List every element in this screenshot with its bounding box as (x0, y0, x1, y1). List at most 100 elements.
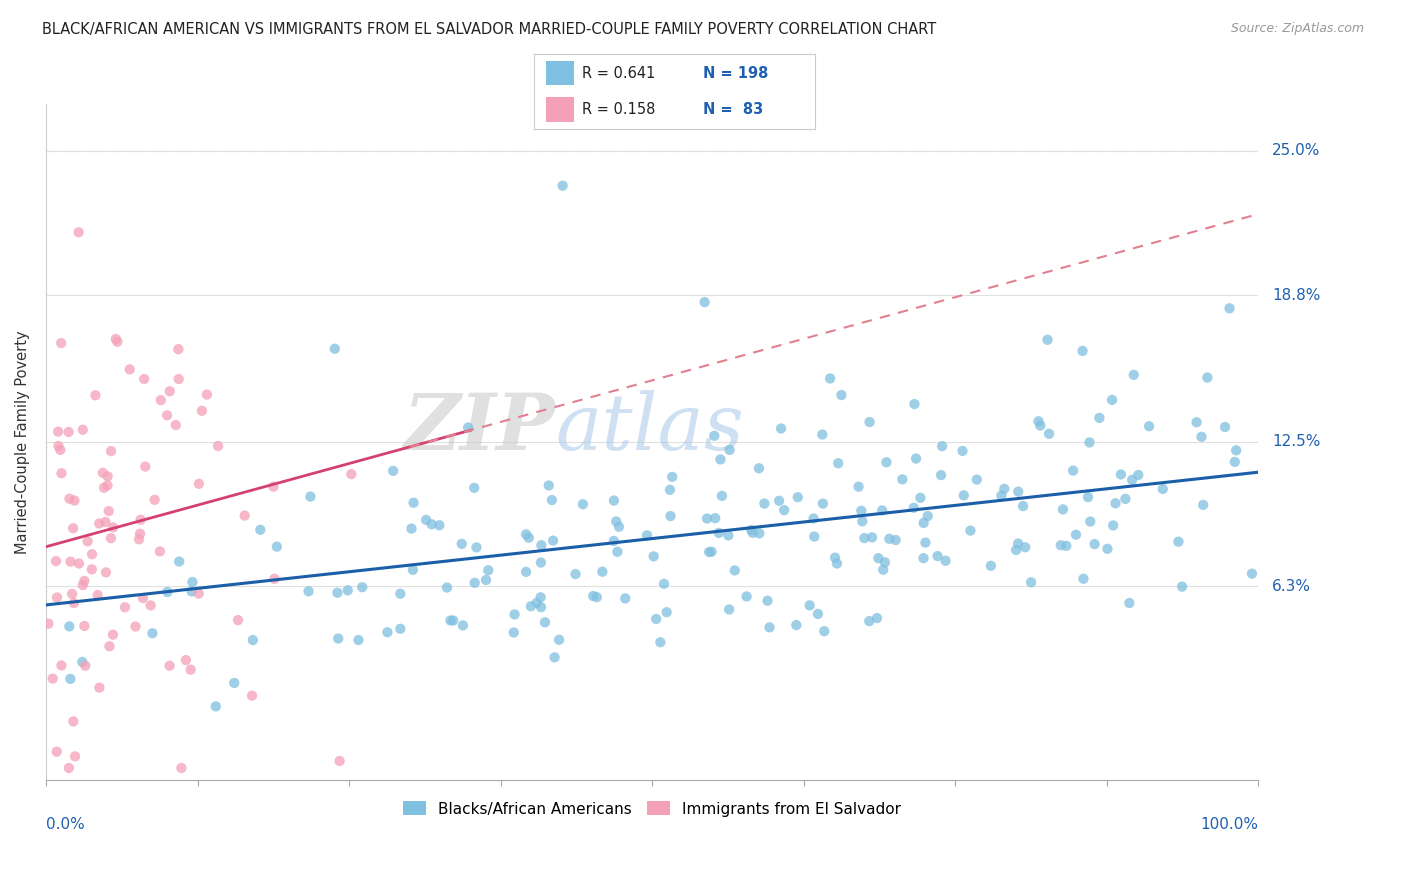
Point (336, 583, 359, 598)
Point (1137, 419, 1160, 434)
Point (323, 342, 346, 356)
Point (51, 467, 73, 481)
Point (180, 584, 202, 599)
Point (520, 599, 543, 614)
Text: ZIP: ZIP (404, 390, 555, 467)
Point (326, 586, 349, 600)
Point (931, 439, 953, 453)
Point (377, 625, 399, 640)
Point (824, 550, 846, 565)
Point (773, 503, 796, 517)
Point (187, 476, 209, 491)
Point (114, 600, 136, 615)
Point (652, 576, 675, 591)
Point (46, 425, 69, 439)
FancyBboxPatch shape (546, 97, 574, 122)
Point (128, 533, 150, 547)
Point (129, 513, 152, 527)
Point (700, 545, 723, 559)
Point (263, 572, 285, 586)
Point (799, 599, 821, 613)
Point (515, 565, 537, 579)
Point (993, 482, 1015, 496)
Point (389, 587, 412, 601)
Point (167, 555, 190, 569)
Point (502, 625, 524, 640)
Point (541, 533, 564, 548)
Text: R = 0.158: R = 0.158 (582, 102, 655, 117)
Point (242, 633, 264, 648)
Point (605, 515, 627, 529)
Point (170, 761, 193, 775)
Text: 18.8%: 18.8% (1272, 288, 1320, 302)
Point (858, 415, 880, 429)
Point (58, 425, 80, 439)
Point (807, 607, 830, 621)
Point (94, 515, 117, 529)
Point (1102, 518, 1125, 533)
Point (46, 591, 69, 605)
Point (1192, 498, 1215, 512)
Point (226, 613, 249, 627)
Point (740, 523, 762, 537)
Point (1101, 392, 1123, 407)
Point (710, 489, 733, 503)
Point (530, 556, 553, 570)
Point (180, 663, 202, 677)
Point (515, 527, 537, 541)
Point (1062, 464, 1084, 478)
Point (97, 469, 120, 483)
Text: 100.0%: 100.0% (1201, 817, 1258, 831)
Point (233, 508, 256, 523)
Point (526, 596, 548, 610)
Point (402, 496, 425, 510)
Point (352, 580, 374, 594)
Point (503, 607, 526, 622)
Point (929, 468, 952, 483)
Point (167, 342, 190, 356)
Point (100, 531, 122, 545)
Point (603, 533, 626, 548)
Point (1038, 426, 1060, 441)
Text: Source: ZipAtlas.com: Source: ZipAtlas.com (1230, 22, 1364, 36)
Point (382, 464, 405, 478)
Point (912, 551, 935, 566)
Point (187, 586, 209, 600)
Point (853, 531, 876, 545)
Point (101, 520, 124, 534)
Point (132, 591, 155, 606)
Point (884, 533, 907, 547)
Point (1083, 537, 1105, 551)
Point (858, 614, 880, 628)
Point (297, 584, 319, 599)
Point (42, 672, 65, 686)
Point (118, 362, 141, 376)
Text: R = 0.641: R = 0.641 (582, 66, 655, 81)
Point (1197, 370, 1219, 384)
Point (718, 602, 741, 616)
Point (124, 619, 146, 633)
Point (591, 565, 613, 579)
Point (441, 614, 464, 628)
Point (402, 563, 425, 577)
Point (1104, 496, 1126, 510)
Point (1052, 502, 1074, 516)
Point (1223, 455, 1246, 469)
Point (249, 523, 271, 537)
Point (62, 521, 84, 535)
Point (1109, 467, 1132, 482)
Point (97, 504, 120, 518)
Point (101, 628, 124, 642)
Point (62, 714, 84, 729)
Point (100, 444, 122, 458)
Point (105, 334, 128, 349)
Point (1213, 420, 1236, 434)
Point (477, 563, 499, 577)
Point (703, 429, 725, 443)
Point (830, 388, 852, 402)
Point (811, 427, 834, 442)
Point (875, 455, 897, 469)
Text: 25.0%: 25.0% (1272, 144, 1320, 158)
Point (58, 761, 80, 775)
Point (564, 567, 586, 582)
